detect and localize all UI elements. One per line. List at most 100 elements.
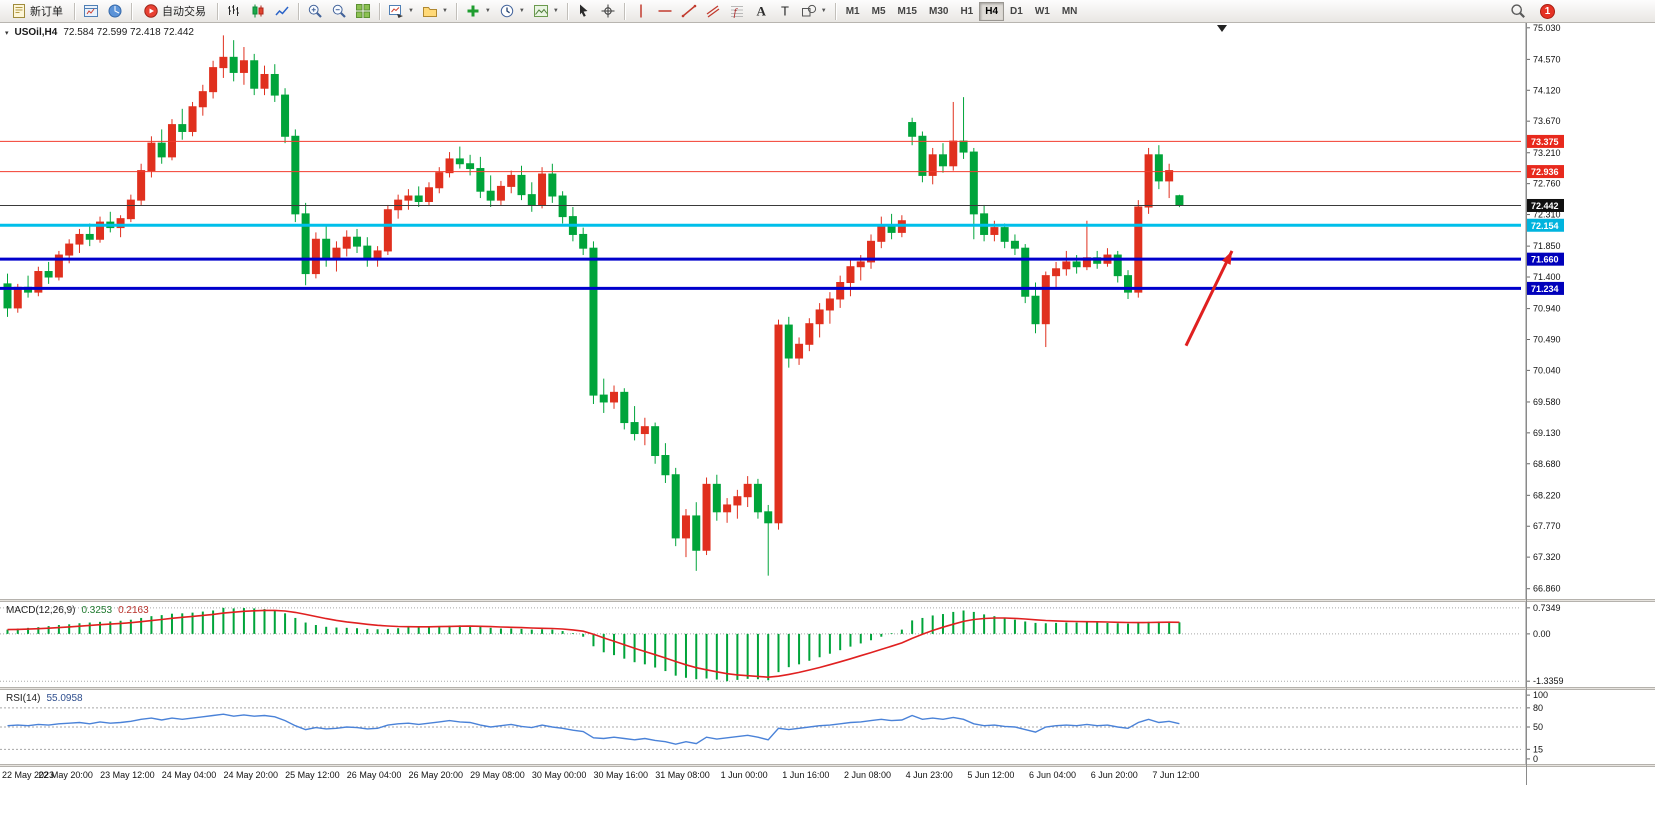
timeframe-h4-button[interactable]: H4: [979, 1, 1005, 21]
zoom-out-button[interactable]: [327, 1, 351, 21]
macd-signal-value: 0.2163: [118, 605, 149, 616]
fibonacci-tool-button[interactable]: f: [725, 1, 749, 21]
rsi-label: RSI(14) 55.0958: [6, 693, 83, 704]
new-order-button[interactable]: 新订单: [4, 1, 70, 21]
candlestick-chart[interactable]: 75.030 74.570 74.120 73.670 73.210 72.760 72.3…: [0, 23, 1655, 599]
channel-tool-button[interactable]: [701, 1, 725, 21]
templates-icon: [533, 5, 548, 17]
rsi-value: 55.0958: [46, 693, 83, 704]
time-axis-label: 31 May 08:00: [655, 770, 710, 780]
timeframe-m1-button[interactable]: M1: [840, 2, 866, 21]
search-icon: [1511, 4, 1525, 18]
svg-text:74.120: 74.120: [1533, 85, 1561, 95]
notification-badge[interactable]: 1: [1540, 3, 1555, 19]
svg-text:70.490: 70.490: [1533, 334, 1561, 344]
line-chart-mode-button[interactable]: [270, 1, 294, 21]
add-indicator-icon: [467, 5, 479, 17]
svg-text:0.7349: 0.7349: [1533, 603, 1561, 613]
toolbar-groups: 新订单 自动交易 ▼ ▼ ▼ ▼ ▼ f A T ▼: [4, 1, 831, 21]
svg-text:71.400: 71.400: [1533, 272, 1561, 282]
chevron-down-icon: ▼: [408, 8, 414, 14]
timeframe-d1-button[interactable]: D1: [1004, 2, 1029, 21]
time-axis-label: 6 Jun 20:00: [1090, 770, 1138, 780]
toolbar-separator: [834, 2, 836, 20]
search-button[interactable]: [1506, 1, 1530, 21]
chevron-down-icon: ▼: [552, 8, 559, 14]
bar-chart-mode-button[interactable]: [222, 1, 246, 21]
toolbar-separator: [217, 2, 218, 20]
label-tool-icon: T: [781, 4, 789, 19]
horizontal-line-tool-icon: [658, 10, 672, 12]
toolbar-separator: [131, 2, 132, 20]
candlestick-mode-button[interactable]: [246, 1, 270, 21]
toolbar-separator: [455, 2, 457, 20]
svg-text:71.234: 71.234: [1531, 284, 1559, 294]
tile-windows-button[interactable]: [351, 1, 375, 21]
svg-text:72.310: 72.310: [1533, 210, 1561, 220]
svg-text:-1.3359: -1.3359: [1533, 676, 1564, 686]
svg-text:0: 0: [1533, 754, 1538, 764]
market-report-icon: [108, 4, 122, 18]
auto-trading-button[interactable]: 自动交易: [136, 1, 213, 21]
time-axis-label: 25 May 12:00: [285, 770, 340, 780]
time-axis-label: 24 May 20:00: [223, 770, 278, 780]
svg-text:f: f: [733, 7, 738, 19]
chevron-down-icon: ▼: [518, 8, 525, 14]
timeframe-m5-button[interactable]: M5: [866, 2, 892, 21]
time-axis[interactable]: 22 May 2023 22 May 20:00 23 May 12:00 24 Ma…: [0, 767, 1655, 785]
chevron-down-icon: ▼: [820, 8, 827, 14]
add-indicator-button[interactable]: ▼: [461, 1, 495, 21]
time-axis-label: 2 Jun 08:00: [843, 770, 892, 780]
toolbar: 新订单 自动交易 ▼ ▼ ▼ ▼ ▼ f A T ▼ M1 M5 M15 M30 H1 H4 D1 W1 MN 1: [0, 0, 1655, 23]
time-axis-label: 22 May 2023: [2, 770, 55, 780]
label-tool-button[interactable]: T: [773, 1, 797, 21]
auto-trading-icon: [144, 4, 158, 18]
zoom-in-button[interactable]: [303, 1, 327, 21]
vertical-line-tool-button[interactable]: [629, 1, 653, 21]
macd-label: MACD(12,26,9) 0.3253 0.2163: [6, 605, 149, 616]
timeframe-w1-button[interactable]: W1: [1029, 2, 1056, 21]
templates-button[interactable]: ▼: [529, 1, 563, 21]
panel-divider[interactable]: [0, 764, 1655, 767]
svg-text:66.860: 66.860: [1533, 584, 1561, 594]
chevron-down-icon: ▼: [484, 8, 491, 14]
svg-text:67.320: 67.320: [1533, 552, 1561, 562]
svg-text:71.850: 71.850: [1533, 241, 1561, 251]
tile-windows-icon: [356, 4, 370, 18]
rsi-indicator-chart[interactable]: 100 80 50 150: [0, 690, 1655, 764]
fibonacci-tool-icon: f: [730, 6, 743, 19]
svg-text:70.940: 70.940: [1533, 304, 1561, 314]
vertical-line-tool-icon: [640, 4, 642, 18]
charts-window-button[interactable]: [79, 1, 103, 21]
timeframe-m15-button[interactable]: M15: [892, 2, 923, 21]
timeframe-m30-button[interactable]: M30: [923, 2, 954, 21]
crosshair-tool-button[interactable]: [596, 1, 620, 21]
svg-text:100: 100: [1533, 690, 1548, 700]
text-tool-button[interactable]: A: [749, 1, 773, 21]
svg-text:15: 15: [1533, 744, 1543, 754]
svg-text:68.220: 68.220: [1533, 490, 1561, 500]
market-report-button[interactable]: [103, 1, 127, 21]
timeframe-h1-button[interactable]: H1: [954, 2, 979, 21]
chart-profiles-button[interactable]: ▼: [418, 1, 452, 21]
toolbar-separator: [74, 2, 75, 20]
text-tool-icon: A: [756, 4, 766, 19]
cursor-tool-button[interactable]: [572, 1, 596, 21]
panel-divider[interactable]: [0, 687, 1655, 690]
crosshair-tool-icon: [601, 4, 615, 18]
chevron-down-icon: ▼: [441, 8, 448, 14]
toolbar-right: 1: [1506, 1, 1651, 21]
chart-symbol-period: USOil,H4: [14, 27, 58, 38]
shapes-tool-button[interactable]: ▼: [797, 1, 831, 21]
chart-dropdown-icon[interactable]: ▾: [5, 29, 9, 37]
trend-arrow-annotation: [1184, 250, 1234, 347]
macd-indicator-chart[interactable]: 0.7349 0.00 -1.3359: [0, 602, 1655, 687]
time-axis-label: 30 May 16:00: [593, 770, 649, 780]
horizontal-line-tool-button[interactable]: [653, 1, 677, 21]
panel-divider[interactable]: [0, 599, 1655, 602]
periods-button[interactable]: ▼: [495, 1, 529, 21]
trendline-tool-button[interactable]: [677, 1, 701, 21]
timeframe-mn-button[interactable]: MN: [1056, 2, 1084, 21]
zoom-out-icon: [332, 4, 346, 18]
new-chart-button[interactable]: ▼: [384, 1, 418, 21]
